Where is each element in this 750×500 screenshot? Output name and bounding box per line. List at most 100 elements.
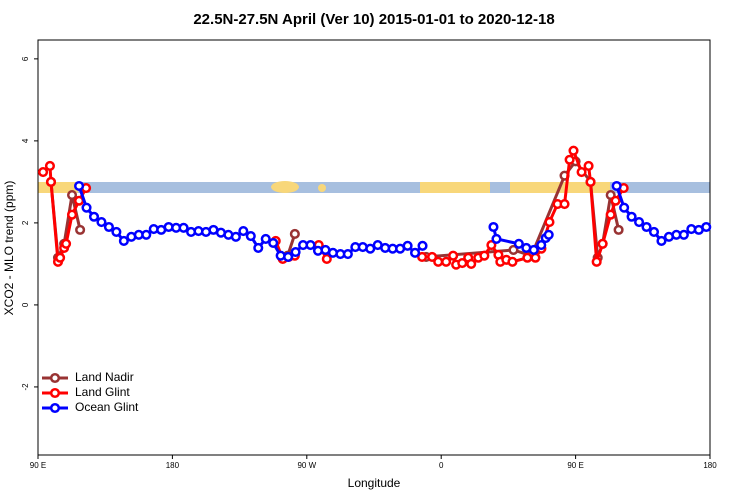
point: [81, 202, 92, 213]
point: [103, 221, 114, 233]
point: [230, 231, 241, 242]
point: [597, 238, 608, 249]
point: [488, 221, 499, 233]
point: [66, 209, 78, 220]
point: [701, 221, 712, 233]
legend-marker: [49, 402, 61, 414]
point: [559, 198, 570, 210]
point: [457, 258, 468, 269]
point: [466, 258, 477, 269]
point: [245, 230, 256, 242]
plot-frame: [37, 39, 711, 456]
land-patch: [271, 181, 299, 193]
point: [641, 221, 652, 233]
point: [178, 222, 189, 233]
point: [491, 233, 502, 244]
x-tick-label: 0: [439, 461, 444, 470]
point: [591, 256, 602, 267]
point: [289, 228, 300, 240]
legend-marker: [49, 372, 61, 384]
chart-title: 22.5N-27.5N April (Ver 10) 2015-01-01 to…: [193, 11, 554, 28]
point: [585, 176, 596, 187]
point: [605, 209, 616, 220]
point: [74, 180, 85, 192]
point: [238, 226, 249, 237]
point: [479, 250, 490, 261]
point: [417, 240, 428, 251]
point: [564, 154, 575, 165]
x-tick-label: 90 E: [30, 461, 46, 470]
point: [678, 229, 689, 240]
point: [626, 211, 637, 222]
point: [513, 238, 524, 249]
point: [544, 217, 555, 228]
point: [66, 189, 78, 201]
point: [508, 244, 519, 256]
legend-label: Ocean Glint: [75, 400, 139, 414]
point: [619, 202, 630, 213]
y-axis-label: XCO2 - MLO trend (ppm): [2, 181, 16, 316]
point: [568, 145, 579, 156]
point: [648, 226, 660, 237]
point: [38, 166, 49, 178]
point: [543, 229, 554, 240]
point: [410, 247, 421, 258]
x-tick-label: 180: [703, 461, 717, 470]
point: [283, 251, 294, 262]
point: [433, 256, 444, 267]
y-tick-label: -2: [21, 383, 30, 391]
land-patch: [420, 182, 490, 193]
point: [44, 160, 55, 171]
point: [305, 239, 316, 251]
point: [96, 217, 107, 228]
point: [365, 243, 376, 254]
point: [613, 224, 624, 235]
point: [634, 217, 645, 228]
point: [253, 242, 264, 253]
point: [448, 250, 459, 261]
point: [141, 229, 152, 240]
series-line: [49, 158, 621, 264]
y-tick-label: 4: [21, 138, 30, 143]
point: [417, 251, 428, 262]
point: [45, 176, 57, 187]
point: [118, 235, 129, 246]
point: [268, 237, 279, 249]
legend-label: Land Nadir: [75, 370, 134, 384]
point: [321, 253, 332, 265]
legend-label: Land Glint: [75, 385, 130, 399]
x-tick-label: 90 W: [297, 461, 316, 470]
point: [507, 256, 518, 267]
point: [55, 252, 66, 263]
point: [88, 211, 100, 222]
point: [530, 252, 541, 263]
y-tick-label: 6: [21, 56, 30, 61]
legend-marker: [49, 387, 61, 399]
point: [656, 235, 667, 246]
x-tick-label: 180: [166, 461, 180, 470]
point: [486, 239, 497, 251]
point: [402, 240, 413, 251]
point: [522, 252, 533, 263]
point: [342, 249, 353, 260]
point: [441, 256, 452, 267]
point: [111, 226, 122, 237]
x-tick-label: 90 E: [567, 461, 583, 470]
land-patch: [318, 184, 326, 192]
point: [610, 195, 621, 206]
point: [536, 239, 547, 251]
y-tick-label: 0: [21, 302, 30, 307]
point: [290, 246, 301, 258]
point: [61, 238, 72, 249]
point: [611, 180, 622, 192]
y-tick-label: 2: [21, 220, 30, 225]
ocean-strip: [38, 182, 710, 193]
point: [260, 233, 271, 244]
point: [528, 244, 539, 256]
point: [427, 251, 438, 262]
point: [75, 224, 86, 235]
land-patch: [38, 182, 78, 193]
